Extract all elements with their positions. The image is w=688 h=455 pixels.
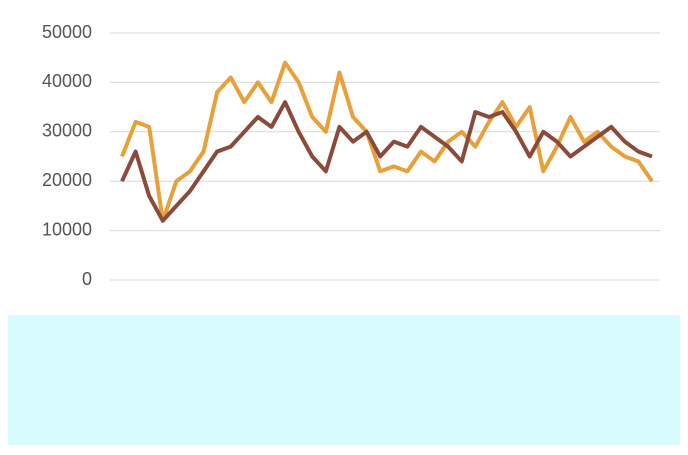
y-tick-label: 40000 [42,71,92,91]
legend-area [8,315,680,445]
series-line [120,100,653,223]
y-tick-label: 30000 [42,121,92,141]
y-tick-label: 0 [82,269,92,289]
y-tick-label: 20000 [42,170,92,190]
y-tick-label: 50000 [42,22,92,42]
y-tick-label: 10000 [42,219,92,239]
series-line [120,60,654,223]
